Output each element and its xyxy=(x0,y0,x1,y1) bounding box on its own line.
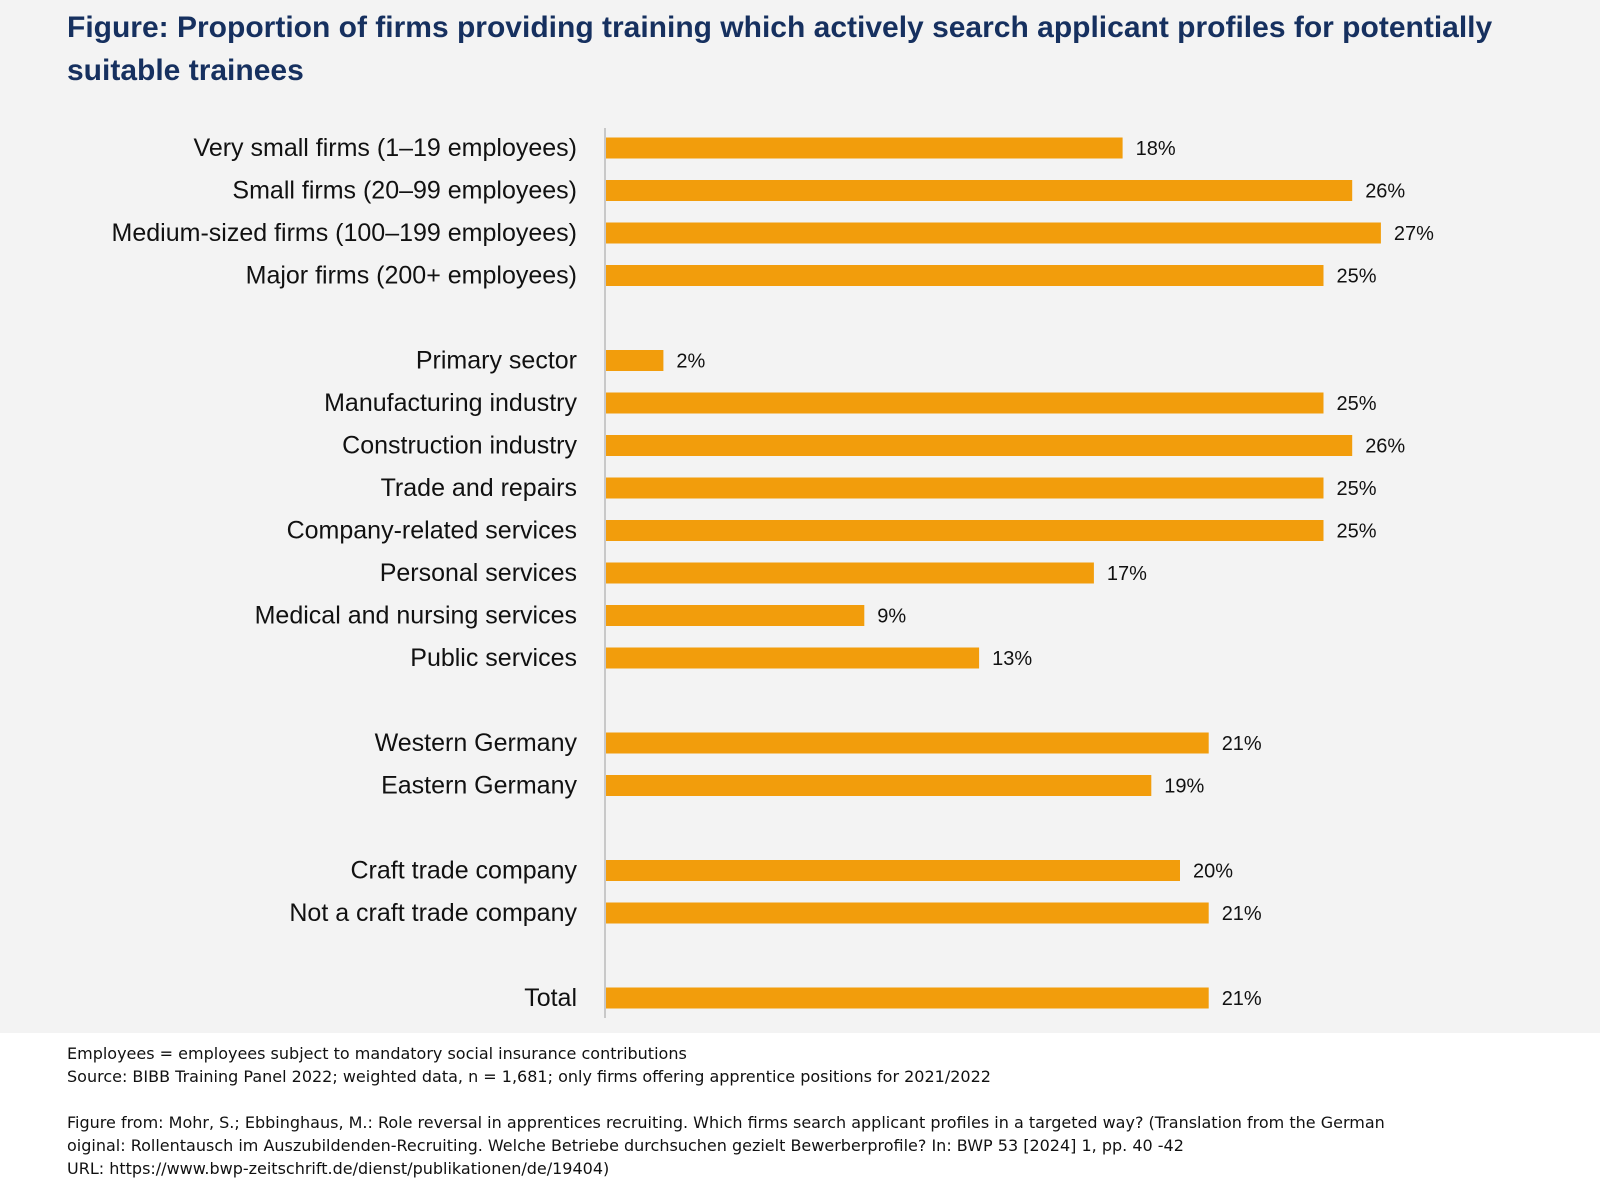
bar xyxy=(606,987,1209,1009)
category-label: Major firms (200+ employees) xyxy=(246,262,577,290)
footnote-source: Source: BIBB Training Panel 2022; weight… xyxy=(67,1067,991,1086)
bar xyxy=(606,562,1094,584)
footnote-citation-line-1: Figure from: Mohr, S.; Ebbinghaus, M.: R… xyxy=(67,1113,1385,1132)
category-label: Company-related services xyxy=(287,517,577,545)
bar xyxy=(606,860,1180,881)
footnote-definition: Employees = employees subject to mandato… xyxy=(67,1044,687,1063)
bar xyxy=(606,137,1123,159)
footnotes: Employees = employees subject to mandato… xyxy=(67,1042,1587,1180)
category-label: Medium-sized firms (100–199 employees) xyxy=(112,219,577,247)
category-label: Personal services xyxy=(380,559,577,587)
value-label: 25% xyxy=(1337,478,1377,500)
category-label: Small firms (20–99 employees) xyxy=(232,177,577,205)
category-label: Not a craft trade company xyxy=(289,899,577,927)
value-label: 26% xyxy=(1365,181,1405,203)
figure-title: Figure: Proportion of firms providing tr… xyxy=(67,11,1493,87)
bars-layer: Very small firms (1–19 employees) 18% Smal… xyxy=(112,134,1435,1012)
bar xyxy=(606,180,1353,201)
value-label: 13% xyxy=(992,648,1032,670)
footnote-spacer xyxy=(67,1088,1587,1111)
category-label: Public services xyxy=(410,644,577,672)
bar xyxy=(606,350,664,371)
category-label: Craft trade company xyxy=(351,857,578,885)
category-label: Total xyxy=(524,984,577,1012)
value-label: 25% xyxy=(1337,521,1377,543)
footnote-url: URL: https://www.bwp-zeitschrift.de/dien… xyxy=(67,1159,610,1178)
bar xyxy=(606,265,1324,286)
value-label: 27% xyxy=(1394,223,1434,245)
bar xyxy=(606,520,1324,541)
value-label: 25% xyxy=(1337,266,1377,288)
value-label: 26% xyxy=(1365,436,1405,458)
bar xyxy=(606,732,1209,754)
bar xyxy=(606,775,1152,796)
value-label: 9% xyxy=(877,606,906,628)
bar xyxy=(606,605,865,626)
category-label: Construction industry xyxy=(342,432,577,460)
value-label: 18% xyxy=(1136,138,1176,160)
bar xyxy=(606,647,980,669)
value-label: 21% xyxy=(1222,903,1262,925)
value-label: 20% xyxy=(1193,861,1233,883)
footnote-citation-line-2: oiginal: Rollentausch im Auszubildenden-… xyxy=(67,1136,1184,1155)
value-label: 21% xyxy=(1222,988,1262,1010)
category-label: Western Germany xyxy=(375,729,578,757)
category-label: Medical and nursing services xyxy=(255,602,577,630)
bar-chart: Very small firms (1–19 employees) 18% Smal… xyxy=(112,128,1435,1018)
bar xyxy=(606,902,1209,924)
value-label: 2% xyxy=(676,351,705,373)
value-label: 21% xyxy=(1222,733,1262,755)
bar xyxy=(606,477,1324,499)
category-label: Primary sector xyxy=(416,347,577,375)
category-label: Trade and repairs xyxy=(381,474,577,502)
bar xyxy=(606,222,1381,244)
category-label: Very small firms (1–19 employees) xyxy=(194,134,577,162)
value-label: 25% xyxy=(1337,393,1377,415)
value-label: 19% xyxy=(1164,776,1204,798)
bar xyxy=(606,392,1324,414)
category-label: Eastern Germany xyxy=(381,772,577,800)
bar xyxy=(606,435,1353,456)
category-label: Manufacturing industry xyxy=(324,389,577,417)
value-label: 17% xyxy=(1107,563,1147,585)
